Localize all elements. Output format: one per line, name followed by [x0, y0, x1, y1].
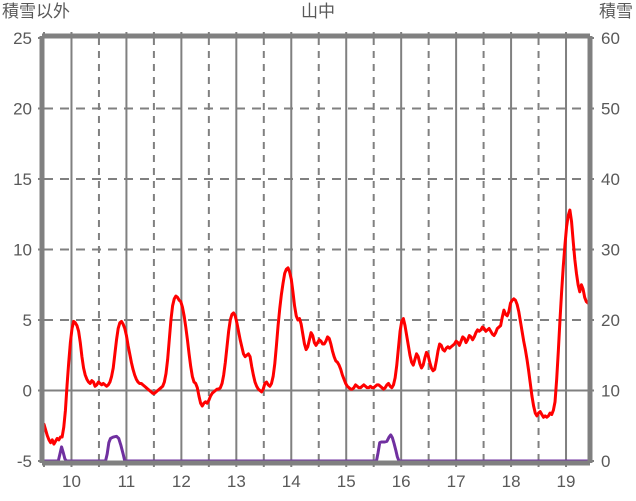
xtick-label: 13	[227, 472, 246, 491]
ytick-label-left: 0	[23, 382, 32, 401]
xtick-label: 14	[282, 472, 301, 491]
xtick-label: 19	[557, 472, 576, 491]
axis-tick-labels: -5 0 5 10 15 20 25 0 10 20 30 40 50 60 10 11 12 13 14 15 16 1…	[13, 29, 620, 491]
xtick-label: 18	[502, 472, 521, 491]
left-axis-title: 積雪以外	[2, 2, 70, 21]
xtick-label: 10	[62, 472, 81, 491]
series-line-other	[42, 208, 590, 446]
ytick-label-right: 0	[601, 452, 610, 471]
ytick-label-left: 10	[13, 241, 32, 260]
xtick-label: 11	[118, 472, 136, 491]
ytick-label-right: 10	[601, 382, 620, 401]
right-axis-title: 積雪	[599, 2, 633, 21]
grid-layer	[44, 38, 588, 461]
ytick-label-left: 5	[23, 311, 32, 330]
ytick-label-left: -5	[17, 452, 32, 471]
ytick-label-left: 15	[13, 170, 32, 189]
xtick-label: 17	[447, 472, 466, 491]
ytick-label-right: 30	[601, 241, 620, 260]
ytick-label-right: 40	[601, 170, 620, 189]
ytick-label-left: 20	[13, 100, 32, 119]
xtick-label: 12	[172, 472, 191, 491]
xtick-label: 16	[392, 472, 411, 491]
ytick-label-right: 60	[601, 29, 620, 48]
ytick-label-right: 50	[601, 100, 620, 119]
plot-frame	[39, 33, 593, 466]
ytick-label-left: 25	[13, 29, 32, 48]
xtick-label: 15	[337, 472, 356, 491]
horizontal-gridlines	[44, 107, 588, 321]
page-title: 山中	[301, 2, 335, 21]
ytick-label-right: 20	[601, 311, 620, 330]
